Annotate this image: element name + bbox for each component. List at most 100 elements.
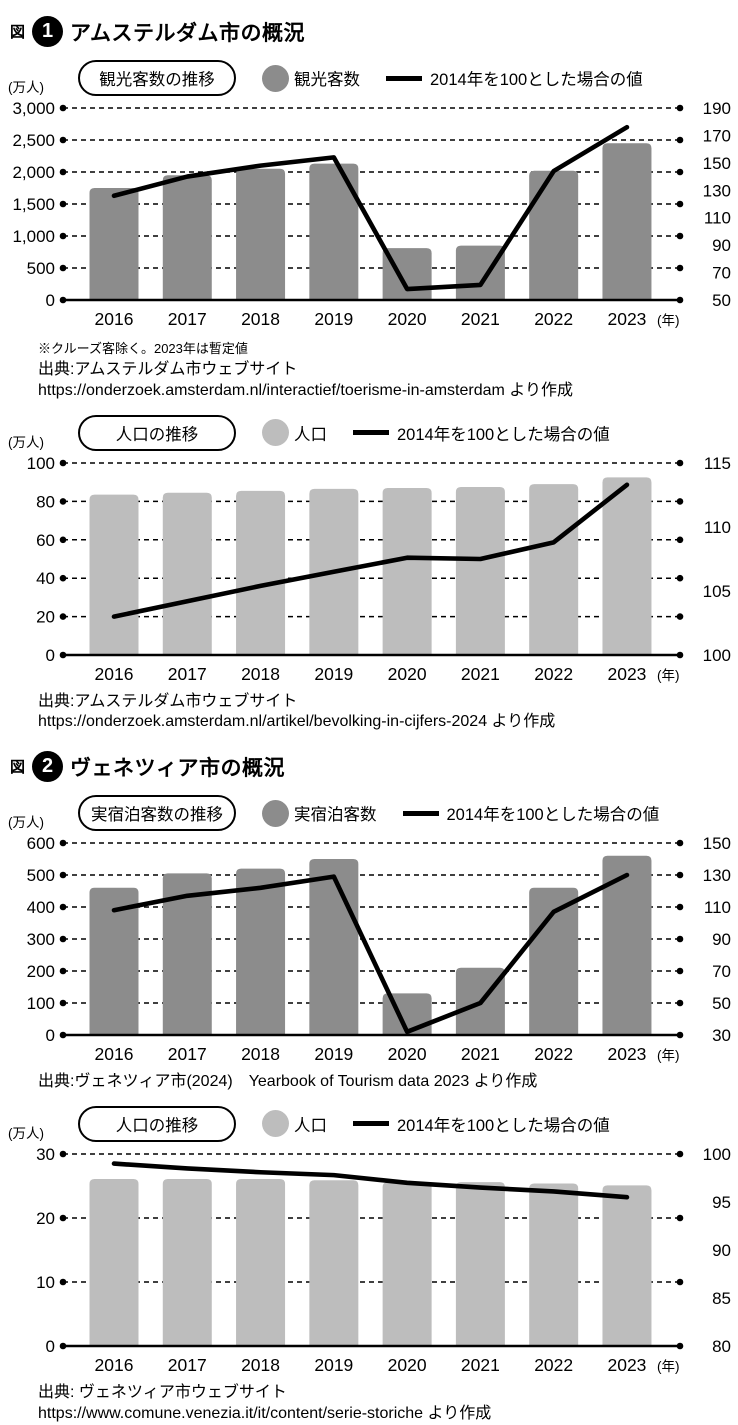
gridline-dot (676, 136, 684, 144)
right-axis-tick-label: 90 (712, 1241, 731, 1260)
x-axis-year-label: 2021 (461, 664, 500, 684)
y-axis-unit-label: (万人) (8, 815, 44, 831)
right-axis-tick-label: 90 (712, 236, 731, 255)
bar-2018 (236, 168, 286, 300)
left-axis-tick-label: 30 (36, 1145, 55, 1164)
x-axis-year-label: 2016 (95, 1044, 134, 1064)
x-axis-year-label: 2018 (241, 1355, 280, 1375)
bar-series-legend: 観光客数 (262, 64, 360, 92)
left-axis-tick-label: 400 (27, 898, 55, 917)
figure-1-section: 図 1 アムステルダム市の概況 (万人) 観光客数の推移 観光客数 2014年を… (0, 16, 738, 733)
gridline-dot (676, 839, 684, 847)
bar-2021 (455, 245, 505, 300)
left-axis-tick-label: 100 (27, 454, 55, 473)
index-line (111, 124, 630, 292)
bar-2021 (455, 1182, 505, 1346)
gridline-dot (676, 999, 684, 1007)
right-axis-tick-label: 50 (712, 291, 731, 310)
x-axis-year-label: 2022 (534, 1355, 573, 1375)
bar-2018 (236, 490, 286, 655)
right-axis-tick-label: 50 (712, 994, 731, 1013)
bar-2019 (309, 163, 359, 300)
figure-1-title: アムステルダム市の概況 (70, 21, 306, 45)
gridline-dot (676, 967, 684, 975)
gridline-dot (676, 1214, 684, 1222)
left-axis-tick-label: 10 (36, 1273, 55, 1292)
bar-2016 (89, 887, 139, 1036)
x-axis-year-label: 2020 (388, 1355, 427, 1375)
index-line (111, 872, 630, 1035)
amsterdam-population-chart-block: (万人) 人口の推移 人口 2014年を100とした場合の値 0 20 40 60 80… (0, 414, 738, 689)
left-axis-tick-label: 500 (27, 259, 55, 278)
right-axis-tick-label: 170 (703, 126, 731, 145)
bar-2020 (382, 487, 432, 655)
figure-word: 図 (10, 24, 26, 41)
gridline-dot (59, 1214, 67, 1222)
left-axis-tick-label: 40 (36, 569, 55, 588)
bar-2023 (602, 1185, 652, 1346)
venice-population-chart: 0 10 20 30 80 85 90 95 100 2016 2017 2018 2019 2020 20… (36, 1145, 731, 1375)
amsterdam-population-chart: 0 20 40 60 80 100 100 105 110 115 2016 2017 2018 2019… (27, 454, 731, 684)
gridline-dot (59, 935, 67, 943)
chart-subtitle-pill: 観光客数の推移 (78, 60, 236, 96)
venice-guests-source: 出典:ヴェネツィア市(2024) Yearbook of Tourism dat… (38, 1072, 738, 1093)
y-axis-unit-label: (万人) (8, 80, 44, 95)
gridline-dot (676, 104, 684, 112)
axis-end-dot (59, 1342, 67, 1350)
x-axis-year-label: 2017 (168, 664, 207, 684)
figure-2-section: 図 2 ヴェネツィア市の概況 (万人) 実宿泊客数の推移 実宿泊客数 2014年… (0, 751, 738, 1424)
venice-guests-chart-block: (万人) 実宿泊客数の推移 実宿泊客数 2014年を100とした場合の値 0 10… (0, 795, 738, 1069)
y-axis-unit-label: (万人) (8, 1125, 44, 1141)
venice-guests-legend-row: (万人) 実宿泊客数の推移 実宿泊客数 2014年を100とした場合の値 (8, 795, 738, 832)
bar-2018 (236, 1178, 286, 1346)
left-axis-tick-label: 80 (36, 492, 55, 511)
bar-series-label: 実宿泊客数 (294, 806, 377, 825)
right-axis-tick-label: 100 (703, 1145, 731, 1164)
chart-subtitle-pill: 実宿泊客数の推移 (78, 795, 236, 832)
left-axis-tick-label: 1,000 (12, 227, 55, 246)
bar-2022 (529, 170, 579, 300)
right-axis-tick-label: 95 (712, 1193, 731, 1212)
right-axis-tick-label: 150 (703, 154, 731, 173)
bar-2019 (309, 859, 359, 1036)
gridline-dot (59, 839, 67, 847)
bar-2023 (602, 855, 652, 1036)
bar-series-legend: 実宿泊客数 (262, 799, 377, 827)
gridline-dot (676, 459, 684, 466)
right-axis-tick-label: 150 (703, 834, 731, 853)
right-axis-tick-label: 80 (712, 1337, 731, 1356)
bar-2023 (602, 476, 652, 655)
figure-1-number-badge: 1 (32, 16, 64, 47)
line-series-swatch-icon (353, 1121, 389, 1127)
x-axis-year-label: 2018 (241, 1044, 280, 1064)
x-axis-year-label: 2020 (388, 1044, 427, 1064)
bar-2016 (89, 1178, 139, 1346)
bar-2018 (236, 868, 286, 1036)
figure-2-title: ヴェネツィア市の概況 (70, 756, 286, 780)
x-axis-unit-suffix: (年) (657, 313, 680, 328)
bar-2017 (162, 175, 212, 300)
gridline-dot (676, 903, 684, 911)
x-axis-year-label: 2021 (461, 309, 500, 329)
chart-note: ※クルーズ客除く。2023年は暫定値 (38, 341, 248, 356)
right-axis-tick-label: 130 (703, 866, 731, 885)
venice-population-source: 出典: ヴェネツィア市ウェブサイト https://www.comune.ven… (38, 1383, 738, 1425)
gridline-dot (59, 232, 67, 240)
gridline-dot (59, 1278, 67, 1286)
right-axis-tick-label: 85 (712, 1289, 731, 1308)
gridline-dot (59, 967, 67, 975)
bar-2019 (309, 1180, 359, 1346)
right-axis-tick-label: 110 (704, 898, 731, 917)
amsterdam-tourism-source: 出典:アムステルダム市ウェブサイト https://onderzoek.amst… (38, 360, 738, 402)
gridline-dot (59, 264, 67, 272)
x-axis-year-label: 2017 (168, 309, 207, 329)
x-axis-year-label: 2016 (95, 309, 134, 329)
bar-2017 (162, 1178, 212, 1346)
left-axis-tick-label: 0 (46, 291, 55, 310)
left-axis-tick-label: 2,500 (12, 131, 55, 150)
left-axis-tick-label: 20 (36, 607, 55, 626)
axis-end-dot (676, 1342, 684, 1350)
line-series-legend: 2014年を100とした場合の値 (353, 1112, 610, 1136)
right-axis-tick-label: 90 (712, 930, 731, 949)
line-series-label: 2014年を100とした場合の値 (446, 806, 660, 825)
